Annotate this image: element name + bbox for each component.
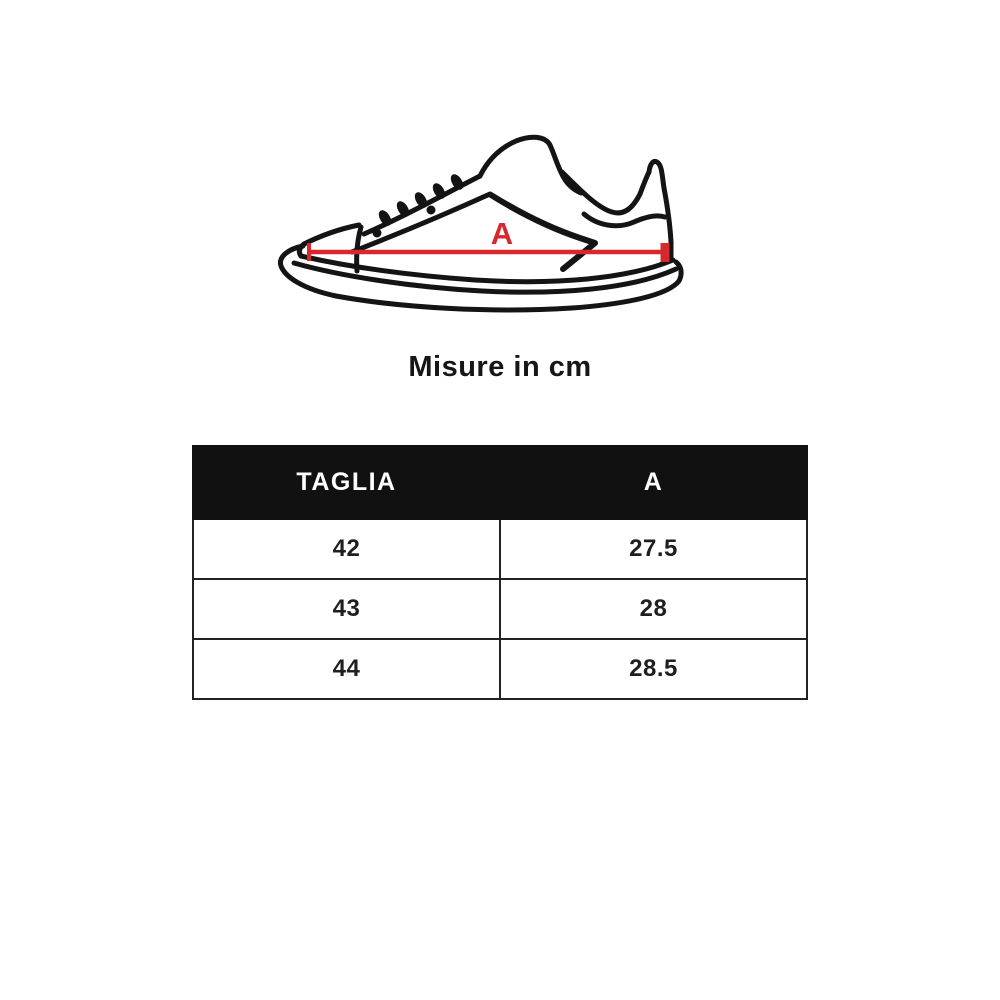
measure-cell: 27.5 bbox=[499, 518, 808, 580]
lace-loop-icon bbox=[432, 183, 446, 199]
sneaker-illustration: A bbox=[277, 134, 684, 313]
table-row: 42 27.5 bbox=[192, 518, 808, 580]
units-title: Misure in cm bbox=[408, 351, 592, 383]
measure-cell: 28.5 bbox=[499, 638, 808, 700]
shoe-midsole-line bbox=[291, 260, 679, 295]
lace-loop-icon bbox=[450, 174, 464, 190]
shoe-quarter-panel-line bbox=[488, 192, 598, 272]
measure-cell: 28 bbox=[499, 578, 808, 640]
size-table: TAGLIA A 42 27.5 43 28 44 28.5 bbox=[192, 445, 808, 700]
lace-loop-icon bbox=[414, 192, 428, 208]
shoe-heel-tab bbox=[646, 159, 674, 260]
lace-eyelet-icon bbox=[426, 205, 436, 215]
size-cell: 42 bbox=[192, 518, 501, 580]
shoe-laces bbox=[372, 174, 464, 238]
column-header-taglia: TAGLIA bbox=[192, 445, 501, 520]
table-row: 43 28 bbox=[192, 578, 808, 640]
size-table-header: TAGLIA A bbox=[192, 445, 808, 520]
lace-loop-icon bbox=[378, 210, 392, 226]
lace-eyelet-icon bbox=[372, 228, 382, 238]
lace-loop-icon bbox=[396, 201, 410, 217]
size-table-body: 42 27.5 43 28 44 28.5 bbox=[192, 518, 808, 700]
shoe-collar-line bbox=[559, 169, 652, 216]
size-cell: 44 bbox=[192, 638, 501, 700]
table-header-row: TAGLIA A bbox=[192, 445, 808, 520]
shoe-heel-collar-inner bbox=[581, 211, 668, 229]
shoe-upper-sole-seam bbox=[298, 253, 676, 285]
shoe-lace-stay-lower bbox=[349, 191, 493, 255]
measurement-a-group: A bbox=[307, 216, 670, 262]
column-header-a: A bbox=[499, 445, 808, 520]
shoe-toe-top-line bbox=[301, 222, 362, 247]
shoe-outsole bbox=[277, 243, 684, 313]
shoe-tongue bbox=[477, 134, 584, 196]
measurement-label-a: A bbox=[491, 216, 513, 251]
table-row: 44 28.5 bbox=[192, 638, 808, 700]
size-cell: 43 bbox=[192, 578, 501, 640]
